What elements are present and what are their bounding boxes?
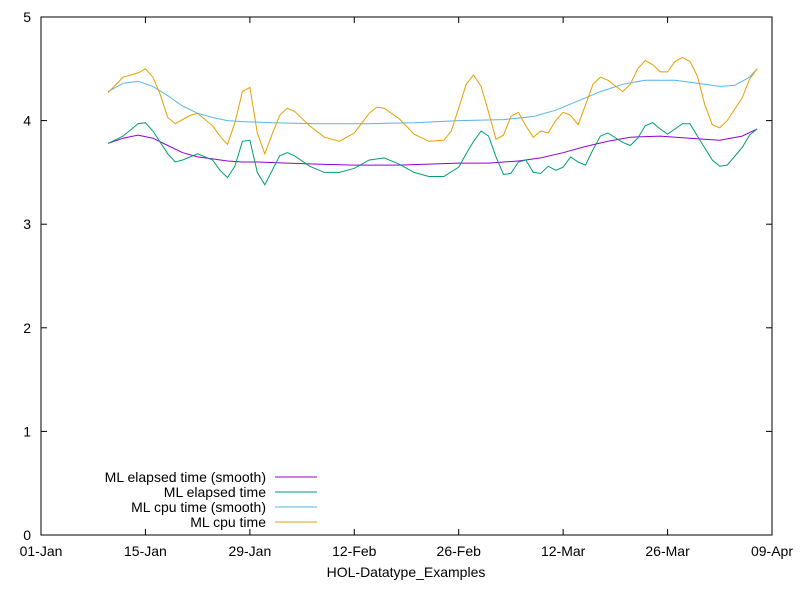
- y-tick-label: 1: [23, 423, 31, 439]
- legend-label: ML cpu time (smooth): [131, 499, 266, 515]
- x-tick-label: 09-Apr: [751, 543, 793, 559]
- plot-border: [40, 16, 773, 536]
- y-tick-label: 5: [23, 9, 31, 25]
- y-tick-label: 4: [23, 113, 31, 129]
- x-tick-label: 29-Jan: [228, 543, 271, 559]
- x-tick-label: 12-Feb: [332, 543, 377, 559]
- series-layer: [107, 56, 758, 186]
- series-line-2: [107, 122, 758, 186]
- x-tick-label: 15-Jan: [124, 543, 167, 559]
- x-tick-label: 26-Feb: [437, 543, 482, 559]
- x-tick-label: 26-Mar: [645, 543, 690, 559]
- x-tick-label: 12-Mar: [541, 543, 586, 559]
- series-line-1: [107, 128, 758, 166]
- legend-label: ML elapsed time: [164, 484, 266, 500]
- series-line-4: [107, 56, 758, 156]
- legend-label: ML cpu time: [190, 514, 266, 530]
- x-tick-label: 01-Jan: [20, 543, 63, 559]
- axes: 0 1 2 3 4 5 01-Jan 15-Jan 29-Jan 12-Feb 26-Feb 12-M…: [20, 9, 794, 559]
- y-tick-label: 0: [23, 527, 31, 543]
- legend: ML elapsed time (smooth)ML elapsed timeM…: [105, 469, 317, 530]
- y-tick-label: 2: [23, 320, 31, 336]
- legend-label: ML elapsed time (smooth): [105, 469, 266, 485]
- series-line-3: [107, 68, 758, 125]
- x-axis-label: HOL-Datatype_Examples: [327, 564, 486, 580]
- y-tick-label: 3: [23, 216, 31, 232]
